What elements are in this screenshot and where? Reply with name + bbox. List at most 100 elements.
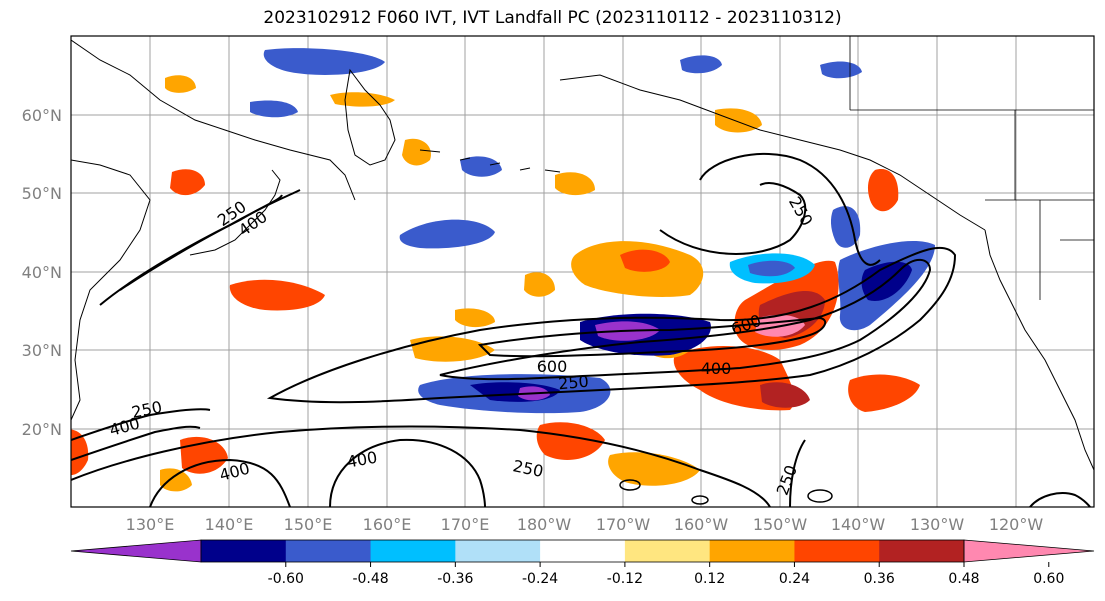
colorbar-segment xyxy=(624,540,711,562)
contour-line xyxy=(71,425,771,507)
lon-label: 170°E xyxy=(441,515,490,534)
negative-anomaly-patch xyxy=(748,260,795,277)
colorbar-segment xyxy=(455,540,541,562)
latitude-labels: 60°N 50°N 40°N 30°N 20°N xyxy=(22,106,62,439)
contour-line xyxy=(329,438,486,507)
colorbar-segment xyxy=(370,540,456,562)
ivt-contours xyxy=(71,152,1091,507)
positive-anomaly-patch xyxy=(402,138,431,166)
lon-label: 150°E xyxy=(284,515,333,534)
colorbar-tick-label: 0.48 xyxy=(948,571,979,587)
contour-label: 400 xyxy=(345,448,378,472)
colorbar-tick-label: -0.60 xyxy=(268,571,304,587)
contour-label: 400 xyxy=(701,359,732,378)
contour-line xyxy=(789,439,806,507)
lat-label: 50°N xyxy=(22,184,62,203)
colorbar-tick-label: 0.60 xyxy=(1033,571,1064,587)
positive-anomaly-patch xyxy=(170,169,205,196)
negative-anomaly-patch xyxy=(820,61,862,79)
contour-line xyxy=(71,425,201,461)
positive-anomaly-patch xyxy=(867,169,899,212)
negative-anomaly-patch xyxy=(250,100,298,118)
lon-label: 160°E xyxy=(363,515,412,534)
contour-line xyxy=(149,458,291,507)
lon-label: 160°W xyxy=(674,515,729,534)
positive-anomaly-patch xyxy=(410,336,495,362)
colorbar-ticks xyxy=(285,562,1050,567)
colorbar-segments xyxy=(70,539,1095,563)
contour-line xyxy=(439,258,932,381)
negative-anomaly-patch xyxy=(263,48,385,75)
aleutian-islands xyxy=(419,149,561,173)
positive-anomaly-patch xyxy=(524,272,555,297)
lon-label: 140°W xyxy=(831,515,886,534)
lon-label: 120°W xyxy=(989,515,1044,534)
negative-anomaly-patch xyxy=(460,156,502,177)
colorbar-tick-labels: -0.60 -0.48 -0.36 -0.24 -0.12 0.12 0.24 0.36 0.4… xyxy=(268,571,1065,587)
north-america-coast xyxy=(984,229,1094,471)
contour-line xyxy=(699,152,881,266)
contour-line xyxy=(1029,492,1091,507)
positive-anomaly-patch xyxy=(165,75,196,93)
positive-anomaly-patch xyxy=(555,172,595,196)
colorbar-tick-label: -0.48 xyxy=(352,571,388,587)
lon-label: 180°W xyxy=(517,515,572,534)
colorbar-segment xyxy=(540,540,626,562)
colorbar-segment xyxy=(709,540,795,562)
positive-anomaly-patch xyxy=(848,374,920,412)
lon-label: 170°W xyxy=(596,515,651,534)
colorbar-tick-label: 0.36 xyxy=(864,571,895,587)
colorbar-segment xyxy=(201,540,287,562)
lon-label: 130°W xyxy=(910,515,965,534)
contour-label: 250 xyxy=(773,463,801,498)
positive-anomaly-patch xyxy=(536,422,605,460)
colorbar-extension-low xyxy=(70,539,202,563)
contour-label: 600 xyxy=(537,357,568,376)
lat-label: 20°N xyxy=(22,420,62,439)
colorbar-tick-label: -0.36 xyxy=(437,571,473,587)
contour-line xyxy=(71,408,211,441)
map-frame xyxy=(70,35,1095,508)
positive-anomaly-patch xyxy=(760,382,810,408)
positive-anomaly-patch xyxy=(229,279,325,311)
colorbar-segment xyxy=(879,540,965,562)
colorbar-tick-label: -0.12 xyxy=(607,571,643,587)
contour-line xyxy=(119,194,283,291)
colorbar: -0.60 -0.48 -0.36 -0.24 -0.12 0.12 0.24 0.36 0.4… xyxy=(70,539,1095,587)
contour-label: 250 xyxy=(557,372,589,394)
colorbar-extension-high xyxy=(963,539,1095,563)
colorbar-tick-label: 0.12 xyxy=(694,571,725,587)
asia-coastline xyxy=(71,39,356,421)
positive-anomaly-patch xyxy=(715,108,762,133)
negative-anomaly-patch xyxy=(680,55,722,74)
contour-label: 250 xyxy=(511,456,545,481)
positive-anomaly-patch xyxy=(455,308,495,328)
contour-line xyxy=(659,182,807,255)
lon-label: 150°W xyxy=(753,515,808,534)
colorbar-tick-label: -0.24 xyxy=(522,571,558,587)
negative-anomaly-patch xyxy=(399,219,495,249)
contour-line xyxy=(266,246,957,404)
colorbar-segment xyxy=(285,540,372,562)
lat-label: 30°N xyxy=(22,341,62,360)
colorbar-tick-label: 0.24 xyxy=(779,571,810,587)
borders xyxy=(849,36,1094,300)
lon-label: 130°E xyxy=(126,515,175,534)
lat-label: 60°N xyxy=(22,106,62,125)
coastlines xyxy=(71,39,1094,471)
japan-coastline xyxy=(189,169,281,256)
contour-line xyxy=(477,316,827,358)
positive-anomaly-patch xyxy=(160,468,192,492)
lon-label: 140°E xyxy=(205,515,254,534)
colorbar-segment xyxy=(794,540,880,562)
lat-label: 40°N xyxy=(22,263,62,282)
positive-anomaly-patch xyxy=(608,452,700,486)
contour-label: 400 xyxy=(107,414,141,440)
positive-anomaly-patch xyxy=(620,249,670,272)
contour-label: 250 xyxy=(785,193,817,229)
alaska-coastline xyxy=(559,74,986,231)
map-title: 2023102912 F060 IVT, IVT Landfall PC (20… xyxy=(263,8,842,28)
longitude-labels: 130°E 140°E 150°E 160°E 170°E 180°W 170°… xyxy=(126,515,1044,534)
kamchatka-coastline xyxy=(344,68,396,166)
